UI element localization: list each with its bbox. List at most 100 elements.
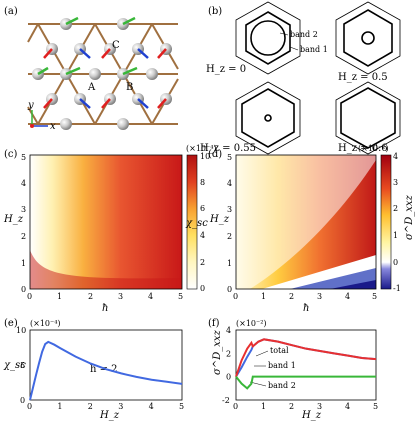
panel-e: (e) (×10⁻⁴) χ_sc H_z h = 2 0 1 2 3 4 5 0 5 10 [3, 318, 184, 421]
colorbar-d [380, 154, 392, 290]
axis-x-label: x [50, 121, 56, 132]
panel-d: (d) (×10⁻²) -1 0 1 2 3 4 σ^D_xxz 0 1 2 3… [208, 144, 415, 314]
d-xtick: 2 [289, 292, 294, 301]
d-xtick: 1 [261, 292, 266, 301]
c-xtick: 4 [148, 292, 153, 301]
cbar-d-tick: 2 [393, 204, 398, 213]
panel-f: (f) (×10⁻²) σ^D_xxz H_z total band 1 ban… [208, 318, 378, 421]
field-label-1: H_z = 0.5 [338, 72, 388, 83]
c-ytick: 0 [21, 285, 26, 294]
d-ytick: 4 [227, 179, 232, 188]
cbar-d-tick: 0 [393, 258, 398, 267]
annotation-band2: band 2 [290, 30, 318, 39]
c-ytick: 1 [21, 259, 26, 268]
c-xticks: 0 1 2 3 4 5 [27, 292, 183, 301]
legend-total: total [270, 346, 289, 355]
frame-f [235, 329, 377, 401]
f-xlabel: H_z [301, 410, 322, 421]
legend-band1: band 1 [268, 361, 296, 370]
panel-b-label: (b) [208, 6, 222, 17]
c-xtick: 3 [118, 292, 123, 301]
e-ytick: 10 [16, 326, 26, 335]
heatmap-c-band [30, 250, 182, 289]
panel-a: (a) [4, 6, 179, 132]
e-ylabel: χ_sc [3, 360, 26, 371]
panel-e-label: (e) [4, 318, 18, 329]
e-annotation: h = 2 [90, 364, 118, 375]
site-label-c: C [112, 40, 120, 51]
colorbar-c-scale: (×10⁻⁴) [186, 144, 217, 153]
f-ytick: 4 [226, 326, 231, 335]
e-xtick: 1 [57, 402, 62, 411]
colorbar-c-label: χ_sc [185, 218, 208, 229]
panel-c: (c) (×10⁻⁴) 0 2 4 6 8 10 χ_sc 0 1 2 3 4 … [3, 144, 217, 314]
f-series-line [235, 375, 376, 390]
frame-d [235, 154, 377, 290]
c-ytick: 5 [21, 153, 26, 162]
spin-arrows [37, 16, 167, 109]
cbar-d-tick: 3 [393, 178, 398, 187]
d-ytick: 2 [227, 232, 232, 241]
cbar-c-tick: 10 [200, 152, 210, 161]
field-label-3: H_z = 0.6 [338, 143, 388, 154]
cbar-d-tick: 4 [393, 152, 398, 161]
f-ytick: 2 [226, 349, 231, 358]
colorbar-d-scale: (×10⁻²) [358, 144, 389, 153]
f-series-line [235, 338, 377, 378]
e-xtick: 5 [179, 402, 184, 411]
d-ytick: 1 [227, 259, 232, 268]
e-axes: 0 1 2 3 4 5 0 5 10 [16, 326, 184, 411]
d-xticks: 0 1 2 3 4 5 [233, 292, 377, 301]
d-xtick: 3 [317, 292, 322, 301]
c-ylabel: H_z [3, 214, 24, 225]
f-xtick: 4 [345, 402, 350, 411]
c-xtick: 1 [57, 292, 62, 301]
heatmap-d-negative [290, 268, 376, 289]
frame-e [29, 329, 183, 401]
heatmap-c [30, 155, 182, 289]
c-xtick: 0 [27, 292, 32, 301]
colorbar-d-label: σ^D_xxz [404, 194, 415, 240]
f-xtick: 1 [261, 402, 266, 411]
c-ytick: 4 [21, 179, 26, 188]
axes-triad: y x [27, 100, 56, 132]
heatmap-d-negative-deep [330, 280, 376, 289]
f-ytick: -2 [222, 396, 230, 405]
frame-c [29, 154, 183, 290]
colorbar-c [186, 154, 198, 290]
field-label-2: H_z = 0.55 [200, 143, 256, 154]
panel-c-label: (c) [4, 149, 18, 160]
e-ytick: 0 [20, 396, 25, 405]
f-xtick: 5 [373, 402, 378, 411]
cbar-d-tick: 1 [393, 231, 398, 240]
f-scale: (×10⁻²) [236, 319, 267, 328]
e-series-line [29, 340, 183, 401]
d-yticks: 0 1 2 3 4 5 [227, 153, 232, 294]
cbar-c-tick: 4 [200, 231, 205, 240]
field-label-0: H_z = 0 [206, 64, 246, 75]
c-yticks: 0 1 2 3 4 5 [21, 153, 26, 294]
d-xlabel: ħ [303, 303, 309, 314]
panel-d-label: (d) [208, 149, 222, 160]
fermi-surface-hz05: H_z = 0.5 [335, 1, 401, 83]
colorbar-d-ticks: -1 0 1 2 3 4 [393, 152, 401, 293]
d-xtick: 0 [233, 292, 238, 301]
f-ylabel: σ^D_xxz [212, 329, 223, 375]
panel-f-label: (f) [208, 318, 220, 329]
f-xtick: 2 [289, 402, 294, 411]
fermi-surface-hz0: band 2 band 1 H_z = 0 [206, 1, 328, 75]
cbar-d-tick: -1 [393, 284, 401, 293]
f-ytick: 0 [226, 373, 231, 382]
d-xtick: 5 [372, 292, 377, 301]
cbar-c-tick: 0 [200, 284, 205, 293]
e-series [29, 340, 183, 401]
d-ylabel: H_z [209, 214, 230, 225]
c-ytick: 3 [21, 205, 26, 214]
c-xtick: 2 [88, 292, 93, 301]
e-xtick: 2 [88, 402, 93, 411]
d-ytick: 0 [227, 285, 232, 294]
d-ytick: 3 [227, 205, 232, 214]
cbar-c-tick: 6 [200, 204, 205, 213]
c-xlabel: ħ [102, 303, 108, 314]
